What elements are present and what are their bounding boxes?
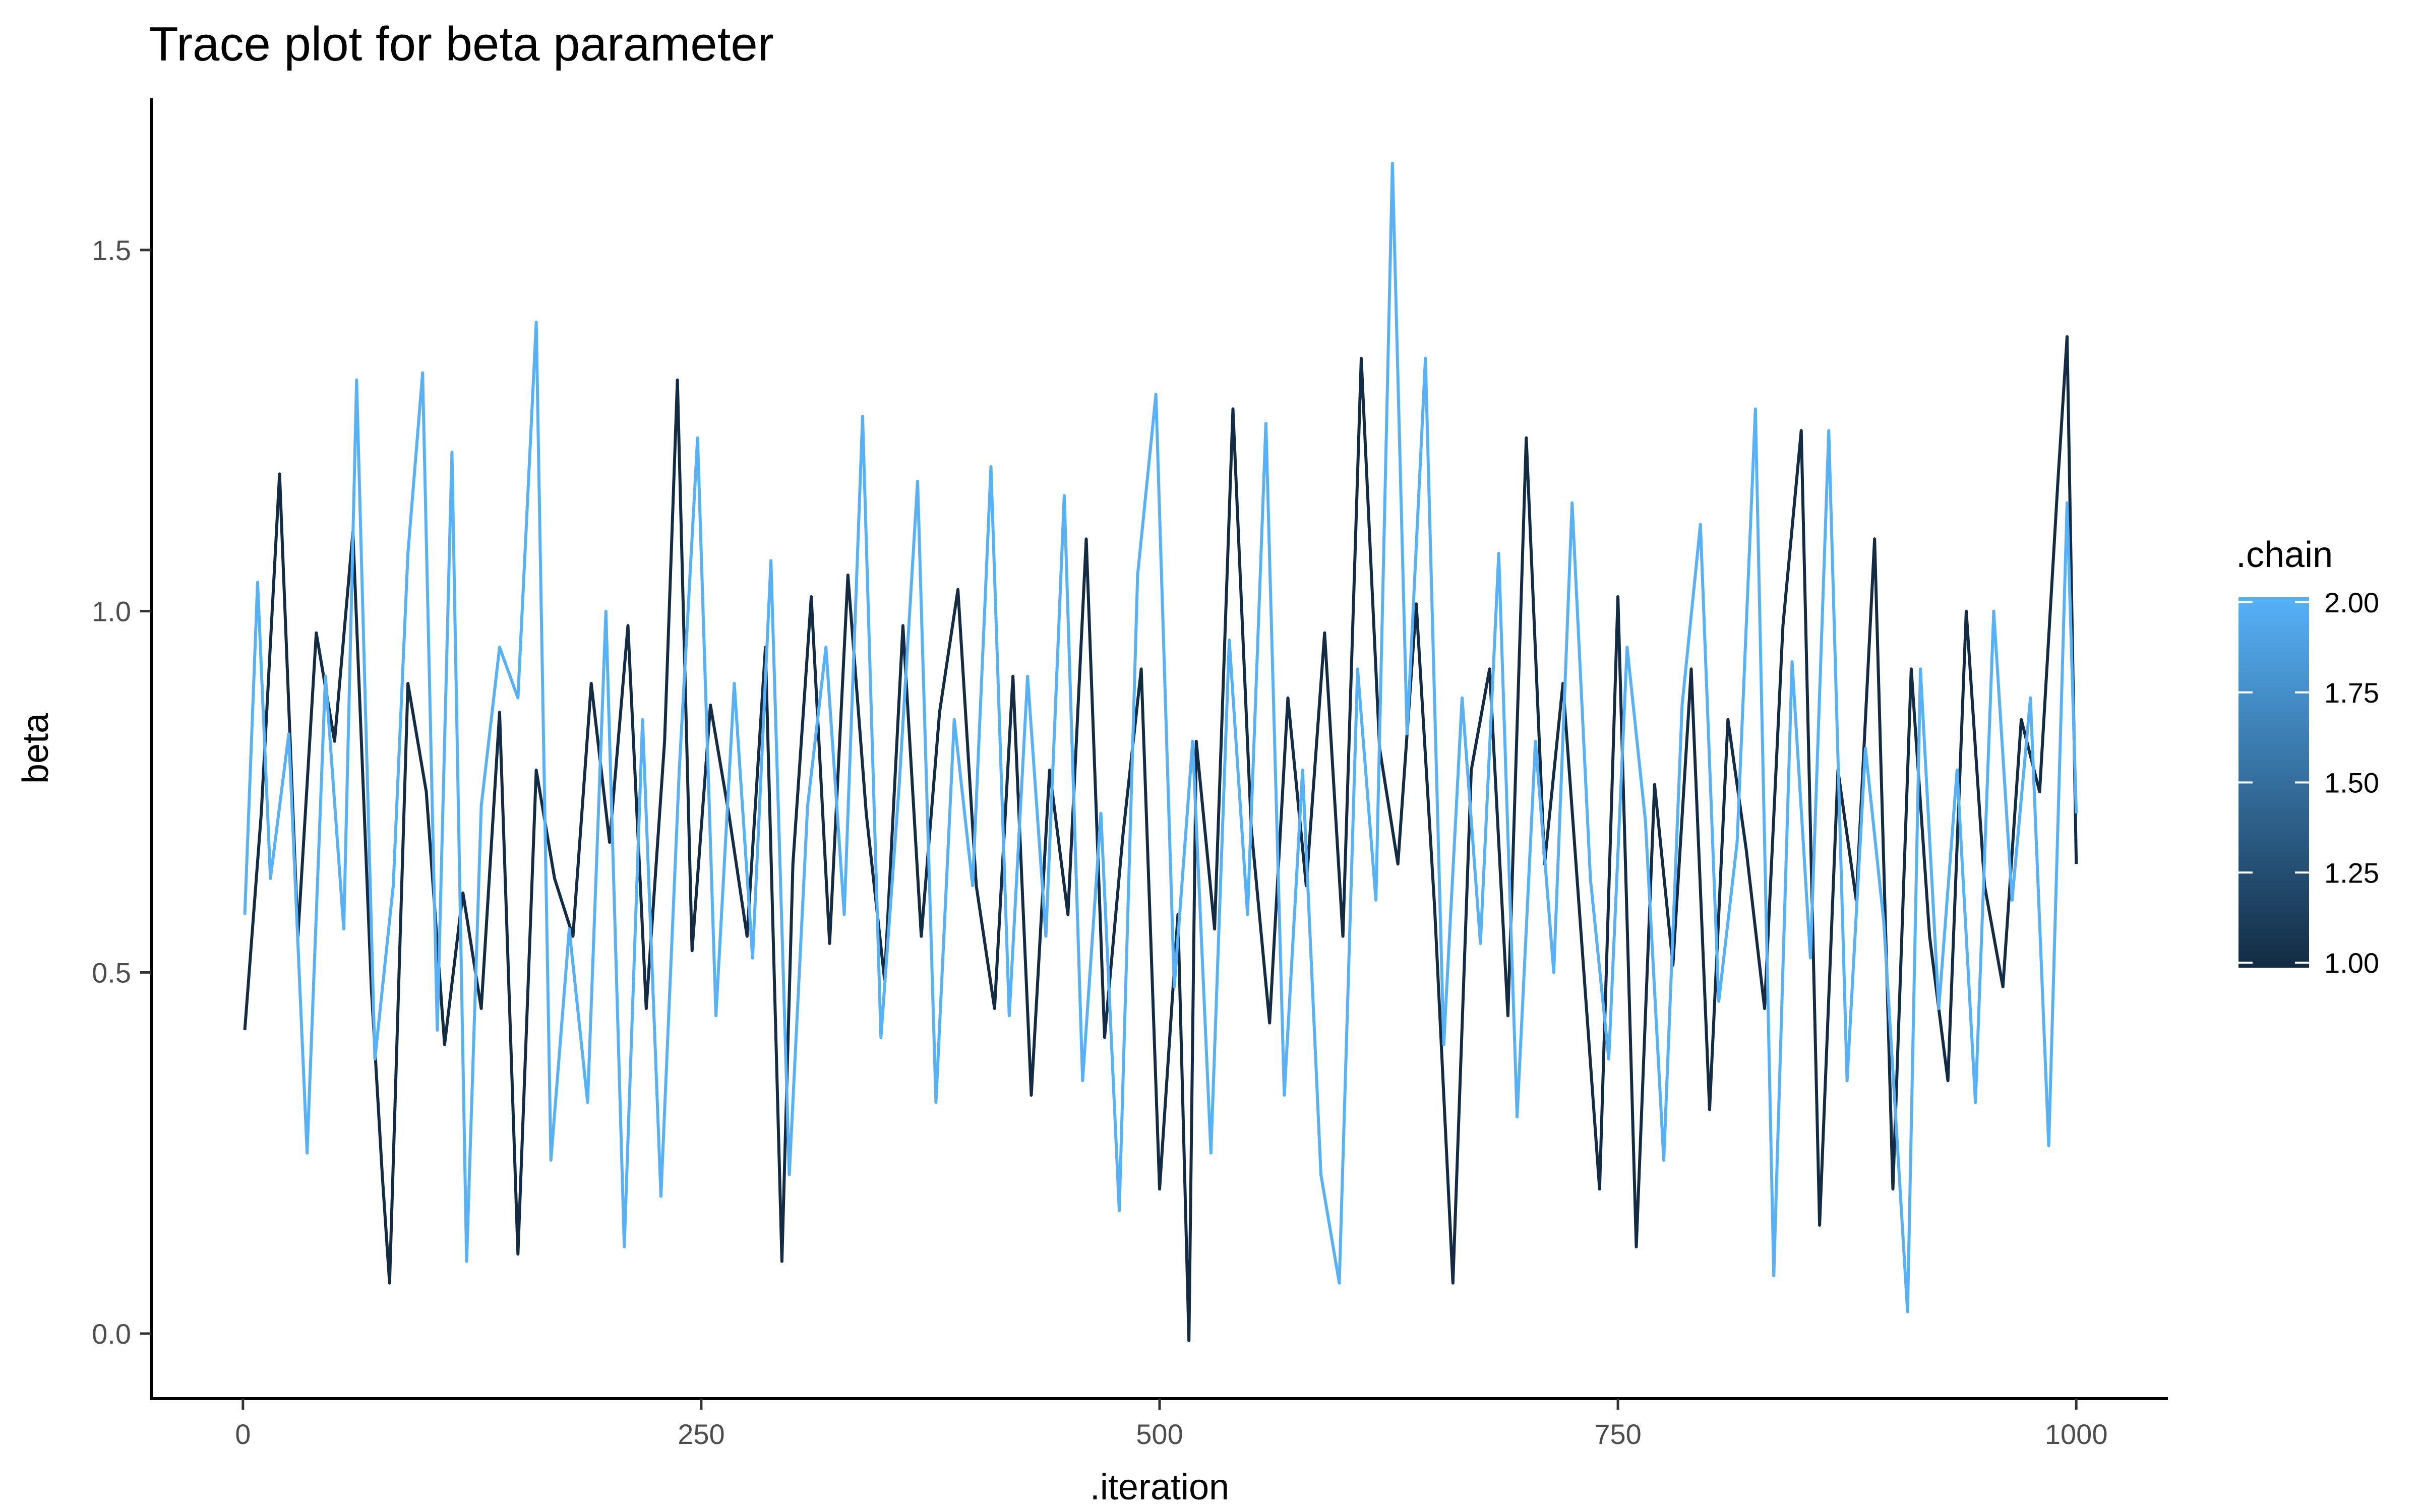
x-tick-label: 0 bbox=[235, 1418, 251, 1450]
colorbar-label: 1.00 bbox=[2324, 947, 2379, 979]
series-line-chain-2 bbox=[243, 162, 2078, 1313]
y-tick-label: 1.0 bbox=[92, 596, 131, 627]
y-tick-label: 0.5 bbox=[92, 957, 131, 988]
x-axis-title: .iteration bbox=[1090, 1467, 1229, 1507]
y-tick-label: 1.5 bbox=[92, 234, 131, 266]
legend: .chain 2.00 1.75 1.50 1.25 1.00 bbox=[2236, 535, 2379, 979]
x-tick-label: 500 bbox=[1136, 1418, 1183, 1450]
x-tick-label: 1000 bbox=[2045, 1418, 2108, 1450]
colorbar-label: 1.75 bbox=[2324, 677, 2379, 709]
colorbar-label: 2.00 bbox=[2324, 587, 2379, 618]
legend-title: .chain bbox=[2236, 535, 2333, 575]
colorbar-ticks: 2.00 1.75 1.50 1.25 1.00 bbox=[2238, 587, 2379, 979]
series-line-chain-1 bbox=[243, 335, 2078, 1343]
x-tick-label: 250 bbox=[678, 1418, 724, 1450]
plot-title: Trace plot for beta parameter bbox=[149, 17, 774, 71]
colorbar-label: 1.50 bbox=[2324, 767, 2379, 799]
x-ticks: 0 250 500 750 1000 bbox=[235, 1399, 2107, 1450]
y-ticks: 0.0 0.5 1.0 1.5 bbox=[92, 234, 151, 1350]
series-layer bbox=[243, 162, 2078, 1343]
y-axis-title: beta bbox=[16, 713, 56, 784]
colorbar-label: 1.25 bbox=[2324, 857, 2379, 889]
x-tick-label: 750 bbox=[1594, 1418, 1641, 1450]
y-tick-label: 0.0 bbox=[92, 1318, 131, 1350]
